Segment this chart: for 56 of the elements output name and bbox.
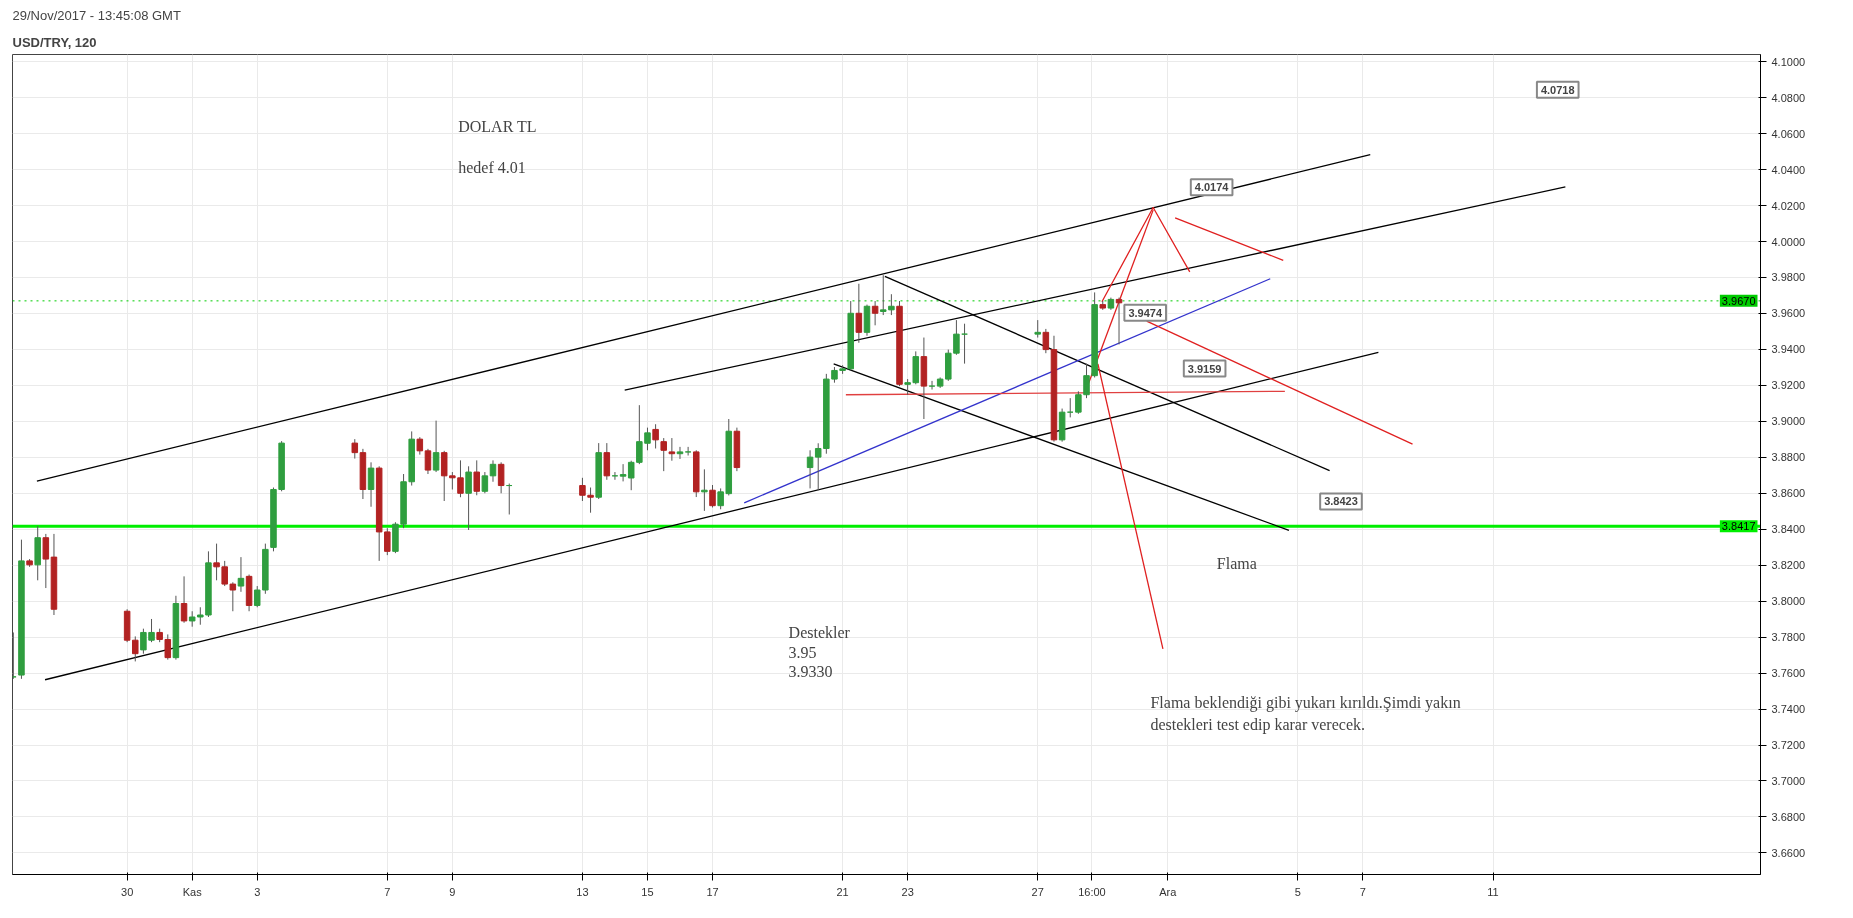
x-tick-label: 17 (706, 885, 719, 898)
y-tick-label: 4.1000 (1771, 55, 1806, 68)
y-tick-label: 3.7400 (1771, 703, 1806, 716)
annotation: 3.8423 (1324, 495, 1358, 508)
annotation: destekleri test edip karar verecek. (1150, 715, 1366, 734)
x-tick-label: 13 (576, 885, 589, 898)
y-tick-label: 3.8400 (1771, 523, 1806, 536)
y-tick-label: 3.8800 (1771, 451, 1806, 464)
x-tick-label: 5 (1294, 885, 1301, 898)
annotation: Destekler (788, 624, 851, 642)
y-tick-label: 3.9000 (1771, 415, 1806, 428)
annotation: DOLAR TL (458, 118, 537, 136)
y-tick-label: 3.8000 (1771, 595, 1806, 608)
y-tick-label: 4.0600 (1771, 127, 1806, 140)
y-tick-label: 3.9200 (1771, 379, 1806, 392)
y-tick-label: 3.7800 (1771, 631, 1806, 644)
y-tick-label: 4.0200 (1771, 199, 1806, 212)
y-tick-label: 4.0400 (1771, 163, 1806, 176)
x-tick-label: 27 (1031, 885, 1044, 898)
y-tick-label: 3.9400 (1771, 343, 1806, 356)
x-tick-label: Ara (1159, 885, 1178, 898)
y-tick-label: 4.0800 (1771, 91, 1806, 104)
chart-subtitle: 29/Nov/2017 - 13:45:08 GMT (12, 7, 181, 23)
y-tick-label: 3.6800 (1771, 810, 1806, 823)
annotation: 4.0174 (1194, 181, 1230, 194)
annotation: 3.9474 (1128, 306, 1163, 319)
x-tick-label: 7 (384, 885, 391, 898)
y-tick-label: 3.7000 (1771, 774, 1806, 787)
x-tick-label: 30 (121, 885, 134, 898)
y-tick-label: 3.7200 (1771, 739, 1806, 752)
annotation: Flama (1216, 555, 1257, 573)
x-tick-label: 15 (641, 885, 654, 898)
ref-line-label: 3.9670 (1721, 294, 1756, 307)
x-tick-label: 11 (1487, 885, 1499, 898)
x-tick-label: 3 (254, 885, 261, 898)
annotation: 3.9330 (788, 662, 833, 680)
y-tick-label: 4.0000 (1771, 235, 1806, 248)
x-tick-label: 9 (449, 885, 456, 898)
annotation: 3.95 (788, 643, 817, 661)
y-tick-label: 3.7600 (1771, 667, 1806, 680)
y-tick-label: 3.9800 (1771, 271, 1806, 284)
x-tick-label: 23 (901, 885, 914, 898)
y-tick-label: 3.6600 (1771, 846, 1806, 859)
annotation: Flama beklendiği gibi yukarı kırıldı.Şimdi yakın (1150, 693, 1461, 712)
x-tick-label: 21 (836, 885, 849, 898)
y-tick-label: 3.9600 (1771, 307, 1806, 320)
ref-line-label: 3.8417 (1721, 520, 1756, 533)
y-tick-label: 3.8200 (1771, 559, 1806, 572)
annotation: 3.9159 (1187, 362, 1222, 375)
chart-title: USD/TRY, 120 (12, 34, 97, 50)
x-tick-label: 7 (1359, 885, 1366, 898)
x-tick-label: 16:00 (1078, 885, 1106, 898)
x-tick-label: Kas (182, 885, 203, 898)
annotation: 4.0718 (1540, 83, 1575, 96)
y-tick-label: 3.8600 (1771, 487, 1806, 500)
annotation: hedef 4.01 (458, 159, 526, 177)
